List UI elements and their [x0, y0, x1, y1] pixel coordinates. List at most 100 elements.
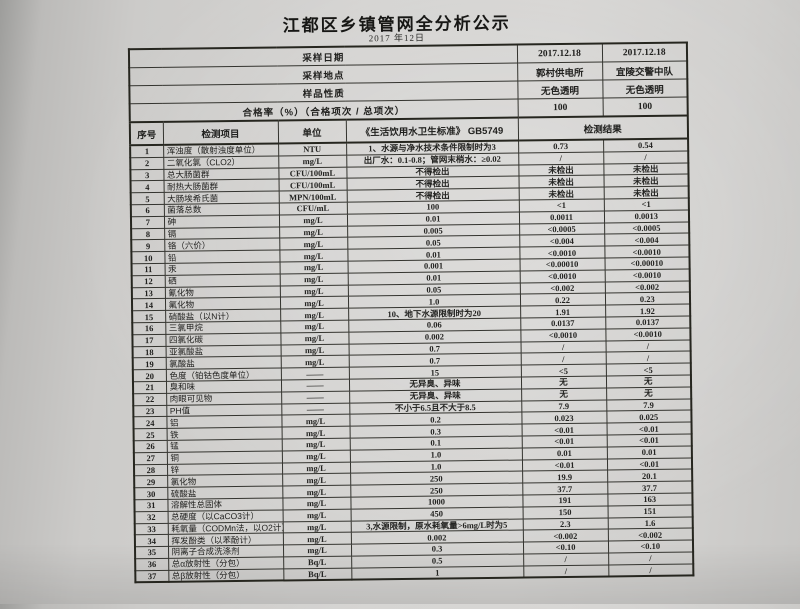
row-result-1: <0.00010 — [519, 257, 605, 271]
row-result-2: / — [608, 551, 694, 565]
col-header-item: 检测项目 — [162, 120, 279, 145]
row-no: 14 — [131, 298, 166, 311]
row-result-1: / — [523, 552, 609, 566]
row-result-2: 20.1 — [607, 469, 693, 483]
row-result-1: <0.002 — [519, 281, 605, 295]
row-result-1: 无 — [520, 375, 607, 389]
row-result-2: <0.002 — [607, 528, 693, 542]
row-unit: mg/L — [282, 532, 351, 546]
row-unit: mg/L — [279, 237, 348, 251]
row-no: 7 — [130, 216, 165, 229]
row-result-1: / — [523, 564, 609, 578]
row-unit: mg/L — [280, 355, 349, 369]
row-no: 30 — [134, 487, 168, 500]
row-no: 4 — [130, 180, 164, 193]
row-no: 26 — [133, 440, 167, 453]
row-result-1: 1.91 — [520, 305, 606, 318]
row-result-2: <0.10 — [607, 540, 694, 553]
col-header-unit: 单位 — [277, 119, 347, 144]
row-result-2: 163 — [607, 492, 693, 506]
row-unit: CFU/mL — [278, 202, 347, 215]
row-no: 32 — [134, 511, 168, 524]
row-result-2: 7.9 — [606, 398, 692, 412]
row-no: 27 — [133, 452, 167, 465]
row-no: 22 — [133, 393, 167, 406]
row-result-2: 未检出 — [603, 186, 689, 199]
row-unit: —— — [281, 390, 350, 404]
row-unit: mg/L — [280, 331, 349, 345]
row-unit: mg/L — [281, 449, 350, 463]
row-no: 20 — [132, 369, 166, 382]
row-no: 5 — [130, 192, 164, 205]
row-unit: —— — [281, 402, 350, 416]
row-result-1: <0.01 — [521, 434, 607, 448]
row-result-1: 未检出 — [518, 175, 604, 189]
row-result-1: <0.002 — [522, 529, 608, 543]
row-result-1: 2.3 — [522, 517, 608, 531]
row-result-1: <0.0010 — [519, 269, 605, 283]
row-result-2: 0.23 — [604, 292, 691, 306]
col-header-no: 序号 — [129, 121, 164, 146]
row-result-2: <0.002 — [604, 280, 690, 294]
row-result-2: 0.025 — [606, 410, 692, 424]
row-result-1: <0.0010 — [520, 328, 606, 342]
row-result-1: / — [520, 340, 606, 354]
row-result-2: 151 — [607, 504, 693, 518]
row-result-1: 0.0137 — [520, 316, 606, 330]
row-no: 13 — [131, 286, 165, 300]
row-unit: mg/L — [281, 414, 350, 428]
row-unit: MPN/100mL — [278, 190, 347, 203]
row-unit: CFU/100mL — [278, 178, 347, 192]
meta-value-1: 100 — [517, 98, 603, 118]
row-result-1: 无 — [521, 387, 607, 401]
row-result-1: <0.0010 — [519, 246, 605, 260]
row-result-1: / — [520, 352, 606, 366]
meta-value-2: 2017.12.18 — [601, 42, 688, 63]
row-unit: mg/L — [282, 473, 351, 487]
row-no: 37 — [135, 570, 169, 583]
row-no: 21 — [132, 381, 167, 394]
row-result-1: 0.01 — [521, 446, 607, 460]
row-result-1: <0.01 — [521, 458, 608, 472]
row-result-1: 0.73 — [518, 139, 604, 153]
col-header-result: 检测结果 — [517, 115, 689, 141]
row-result-2: / — [608, 563, 694, 577]
row-unit: CFU/100mL — [278, 166, 347, 180]
row-no: 3 — [130, 168, 164, 182]
row-result-2: 0.0013 — [603, 209, 690, 223]
row-unit: mg/L — [279, 225, 348, 239]
row-unit: mg/L — [280, 308, 349, 321]
row-unit: mg/L — [280, 343, 349, 357]
row-result-1: <0.10 — [522, 541, 609, 554]
row-no: 24 — [133, 416, 167, 429]
row-unit: mg/L — [278, 154, 347, 168]
row-standard: 1 — [351, 565, 524, 581]
row-result-1: 19.9 — [522, 470, 608, 484]
row-result-1: 0.22 — [519, 293, 606, 307]
row-result-1: 37.7 — [522, 482, 608, 495]
row-result-2: / — [605, 351, 691, 365]
row-result-1: 0.0011 — [518, 210, 605, 224]
row-result-2: 未检出 — [603, 174, 689, 188]
row-no: 15 — [132, 310, 166, 323]
row-unit: —— — [280, 367, 349, 380]
row-result-2: 无 — [606, 386, 692, 400]
row-result-2: <0.01 — [606, 457, 693, 471]
analysis-table: 采样日期 2017.12.18 2017.12.18 采样地点 郭村供电所 宜陵交警中队样… — [127, 41, 695, 584]
row-result-2: / — [605, 339, 691, 353]
row-no: 11 — [131, 263, 165, 276]
row-unit: mg/L — [279, 261, 348, 274]
row-result-2: <0.0010 — [604, 245, 690, 258]
row-result-1: 未检出 — [518, 163, 604, 177]
row-result-1: 0.023 — [521, 411, 607, 425]
row-no: 36 — [135, 558, 169, 571]
row-unit: mg/L — [279, 272, 348, 286]
row-unit: NTU — [278, 142, 347, 156]
row-result-2: <0.01 — [606, 433, 692, 447]
row-unit: Bq/L — [283, 567, 352, 581]
meta-value-1: 无色透明 — [517, 80, 603, 100]
row-result-1: <0.01 — [521, 423, 607, 436]
meta-value-1: 2017.12.18 — [516, 43, 603, 64]
row-no: 33 — [134, 522, 168, 536]
